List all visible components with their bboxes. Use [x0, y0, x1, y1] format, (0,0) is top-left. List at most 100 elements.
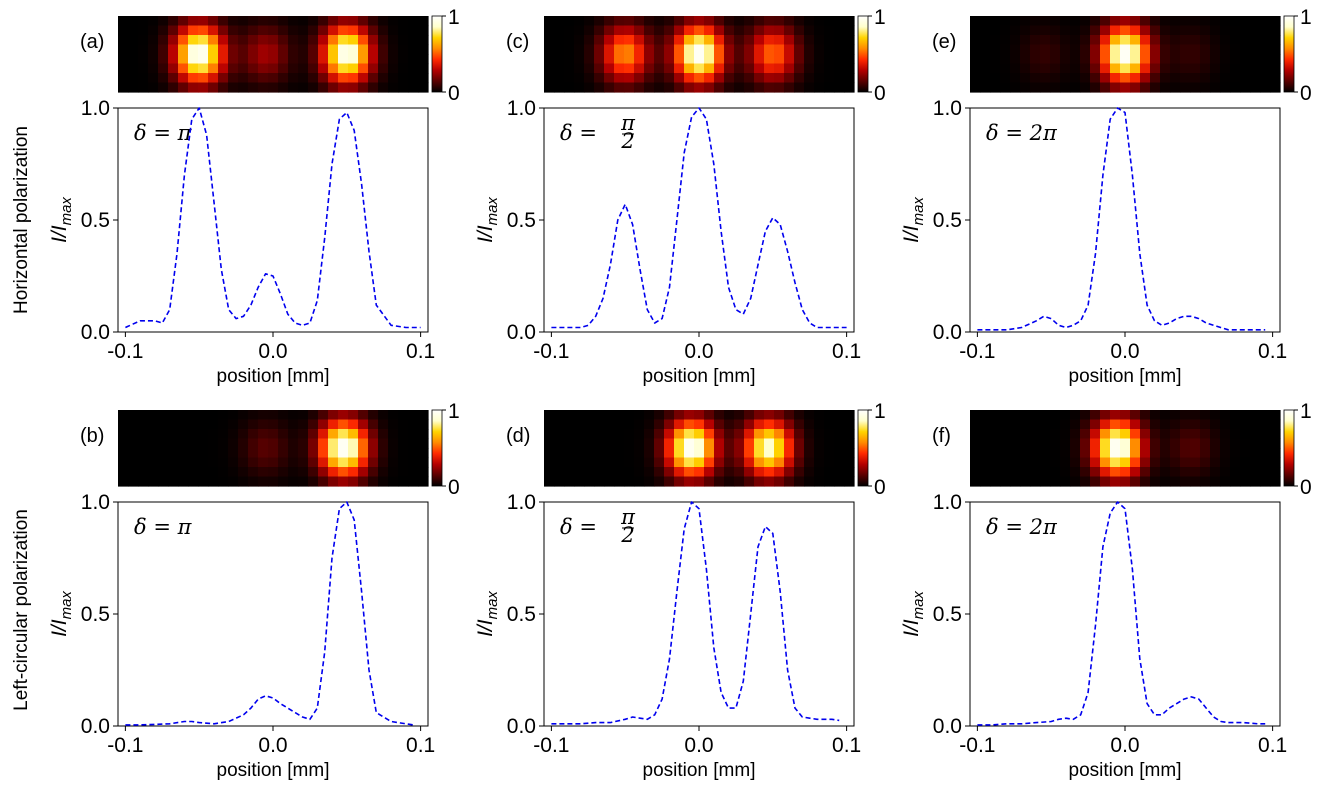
heatmap-pixel	[138, 448, 149, 459]
heatmap-pixel	[328, 44, 339, 55]
heatmap-pixel	[794, 63, 805, 74]
heatmap-pixel	[328, 35, 339, 46]
heatmap-pixel	[388, 63, 399, 74]
panel-label: (e)	[932, 31, 956, 53]
heatmap-pixel	[128, 82, 139, 93]
heatmap-pixel	[744, 54, 755, 65]
heatmap-pixel	[564, 457, 575, 468]
heatmap-pixel	[734, 438, 745, 449]
heatmap-pixel	[1020, 457, 1031, 468]
heatmap-pixel	[328, 63, 339, 74]
heatmap-pixel	[1160, 54, 1171, 65]
heatmap-pixel	[378, 467, 389, 478]
heatmap-pixel	[348, 54, 359, 65]
heatmap-pixel	[408, 429, 419, 440]
heatmap-pixel	[814, 448, 825, 459]
heatmap-pixel	[378, 16, 389, 27]
heatmap-pixel	[1130, 419, 1141, 430]
heatmap-pixel	[1070, 82, 1081, 93]
heatmap-pixel	[694, 82, 705, 93]
heatmap-pixel	[1220, 429, 1231, 440]
heatmap-pixel	[128, 44, 139, 55]
heatmap-pixel	[784, 438, 795, 449]
heatmap-pixel	[138, 429, 149, 440]
heatmap-pixel	[834, 419, 845, 430]
heatmap-pixel	[1270, 16, 1281, 27]
heatmap-pixel	[418, 54, 429, 65]
heatmap-pixel	[1250, 419, 1261, 430]
heatmap-pixel	[188, 419, 199, 430]
heatmap-pixel	[624, 419, 635, 430]
heatmap-pixel	[1020, 73, 1031, 84]
heatmap-pixel	[554, 429, 565, 440]
heatmap-pixel	[1110, 35, 1121, 46]
heatmap-pixel	[724, 54, 735, 65]
heatmap-pixel	[1120, 448, 1131, 459]
heatmap-pixel	[1190, 25, 1201, 36]
heatmap-pixel	[178, 476, 189, 487]
heatmap-pixel	[574, 82, 585, 93]
heatmap-pixel	[844, 419, 855, 430]
heatmap-pixel	[674, 419, 685, 430]
heatmap-pixel	[754, 44, 765, 55]
heatmap-pixel	[824, 467, 835, 478]
heatmap-pixel	[774, 438, 785, 449]
heatmap-pixel	[804, 429, 815, 440]
heatmap-pixel	[724, 35, 735, 46]
colorbar-min-label: 0	[448, 82, 460, 105]
heatmap-pixel	[198, 25, 209, 36]
heatmap-pixel	[258, 16, 269, 27]
heatmap-pixel	[724, 25, 735, 36]
heatmap-pixel	[188, 448, 199, 459]
heatmap-pixel	[1110, 429, 1121, 440]
heatmap-pixel	[624, 457, 635, 468]
heatmap-pixel	[1020, 429, 1031, 440]
heatmap-pixel	[574, 457, 585, 468]
heatmap-pixel	[614, 438, 625, 449]
heatmap-pixel	[1230, 35, 1241, 46]
heatmap-pixel	[694, 63, 705, 74]
heatmap-pixel	[604, 25, 615, 36]
heatmap-pixel	[318, 419, 329, 430]
heatmap-pixel	[990, 16, 1001, 27]
heatmap-pixel	[784, 44, 795, 55]
heatmap-pixel	[1080, 25, 1091, 36]
x-axis-label: position [mm]	[1069, 366, 1182, 387]
heatmap-pixel	[584, 410, 595, 421]
heatmap-pixel	[178, 35, 189, 46]
heatmap-pixel	[1040, 410, 1051, 421]
heatmap-pixel	[704, 82, 715, 93]
heatmap-pixel	[584, 35, 595, 46]
heatmap-pixel	[198, 419, 209, 430]
heatmap-pixel	[980, 467, 991, 478]
heatmap-pixel	[168, 457, 179, 468]
heatmap-pixel	[1010, 476, 1021, 487]
heatmap-pixel	[128, 25, 139, 36]
heatmap-pixel	[574, 467, 585, 478]
heatmap-pixel	[1150, 54, 1161, 65]
heatmap-pixel	[764, 438, 775, 449]
heatmap-pixel	[574, 419, 585, 430]
heatmap-pixel	[564, 410, 575, 421]
heatmap-pixel	[1020, 54, 1031, 65]
heatmap-pixel	[704, 44, 715, 55]
heatmap-pixel	[664, 429, 675, 440]
heatmap-pixel	[1160, 448, 1171, 459]
heatmap-pixel	[288, 476, 299, 487]
heatmap-pixel	[1130, 476, 1141, 487]
colorbar-max-label: 1	[874, 400, 886, 423]
heatmap-pixel	[238, 429, 249, 440]
heatmap-pixel	[1030, 54, 1041, 65]
heatmap-pixel	[398, 467, 409, 478]
heatmap-pixel	[714, 476, 725, 487]
heatmap-pixel	[714, 54, 725, 65]
heatmap-pixel	[198, 63, 209, 74]
heatmap-pixel	[654, 476, 665, 487]
heatmap-pixel	[348, 419, 359, 430]
heatmap-pixel	[398, 44, 409, 55]
heatmap-pixel	[248, 467, 259, 478]
heatmap-pixel	[268, 54, 279, 65]
heatmap-pixel	[724, 410, 735, 421]
heatmap-pixel	[258, 44, 269, 55]
